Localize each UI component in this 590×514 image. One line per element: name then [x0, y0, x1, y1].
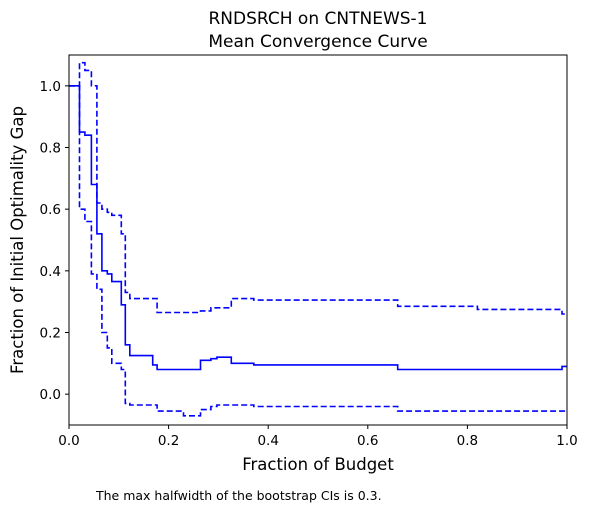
x-tick-label: 1.0	[556, 433, 577, 449]
y-tick-label: 1.0	[40, 79, 61, 95]
convergence-chart: RNDSRCH on CNTNEWS-1 Mean Convergence Cu…	[8, 9, 578, 474]
x-tick-label: 0.8	[457, 433, 478, 449]
x-tick-label: 0.6	[357, 433, 378, 449]
y-axis-ticks: 0.0 0.2 0.4 0.6 0.8 1.0	[40, 79, 69, 403]
y-tick-label: 0.0	[40, 387, 61, 403]
y-tick-label: 0.8	[40, 141, 61, 157]
ci-bound-line-2	[69, 85, 567, 417]
x-tick-label: 0.4	[257, 433, 278, 449]
x-tick-label: 0.0	[58, 433, 79, 449]
y-tick-label: 0.2	[40, 326, 61, 342]
mean-curve-line	[69, 85, 567, 371]
x-axis-label: Fraction of Budget	[242, 455, 394, 474]
y-tick-label: 0.6	[40, 202, 61, 218]
y-tick-label: 0.4	[40, 264, 61, 280]
plot-frame	[68, 54, 568, 426]
plot-lines	[69, 61, 567, 417]
chart-subtitle: Mean Convergence Curve	[208, 32, 427, 52]
chart-title: RNDSRCH on CNTNEWS-1	[209, 9, 428, 29]
x-axis-ticks: 0.0 0.2 0.4 0.6 0.8 1.0	[58, 425, 578, 449]
footnote: The max halfwidth of the bootstrap CIs i…	[96, 488, 382, 503]
x-tick-label: 0.2	[158, 433, 179, 449]
ci-bound-line-1	[69, 61, 567, 315]
y-axis-label: Fraction of Initial Optimality Gap	[8, 106, 27, 374]
